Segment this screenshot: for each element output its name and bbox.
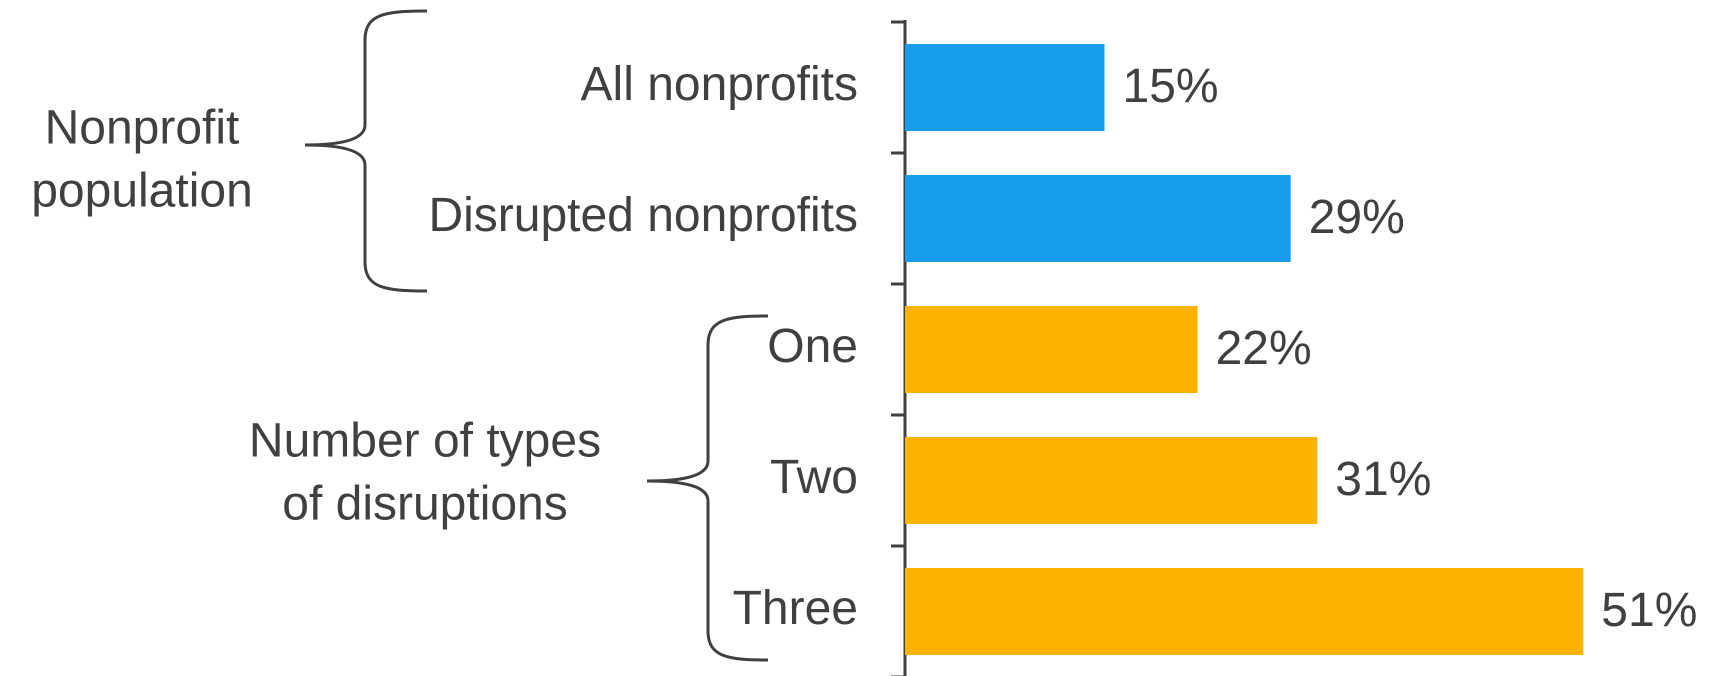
value-label: 22% bbox=[1216, 322, 1312, 375]
bar bbox=[905, 568, 1584, 655]
category-label: One bbox=[767, 320, 858, 373]
value-label: 51% bbox=[1601, 584, 1697, 637]
category-label: Two bbox=[770, 451, 858, 504]
bar bbox=[905, 44, 1105, 131]
category-label: Disrupted nonprofits bbox=[428, 189, 858, 242]
category-label: Three bbox=[733, 582, 858, 635]
group-label: of disruptions bbox=[282, 478, 568, 531]
group-label: Nonprofit bbox=[45, 102, 240, 155]
group-brace bbox=[646, 314, 769, 662]
category-label: All nonprofits bbox=[581, 58, 858, 111]
group-brace bbox=[304, 9, 428, 293]
value-label: 29% bbox=[1309, 191, 1405, 244]
bar bbox=[905, 437, 1318, 524]
bar bbox=[905, 175, 1291, 262]
group-label: population bbox=[31, 165, 253, 218]
group-label: Number of types bbox=[249, 415, 601, 468]
bar bbox=[905, 306, 1198, 393]
value-label: 31% bbox=[1335, 453, 1431, 506]
value-label: 15% bbox=[1123, 60, 1219, 113]
